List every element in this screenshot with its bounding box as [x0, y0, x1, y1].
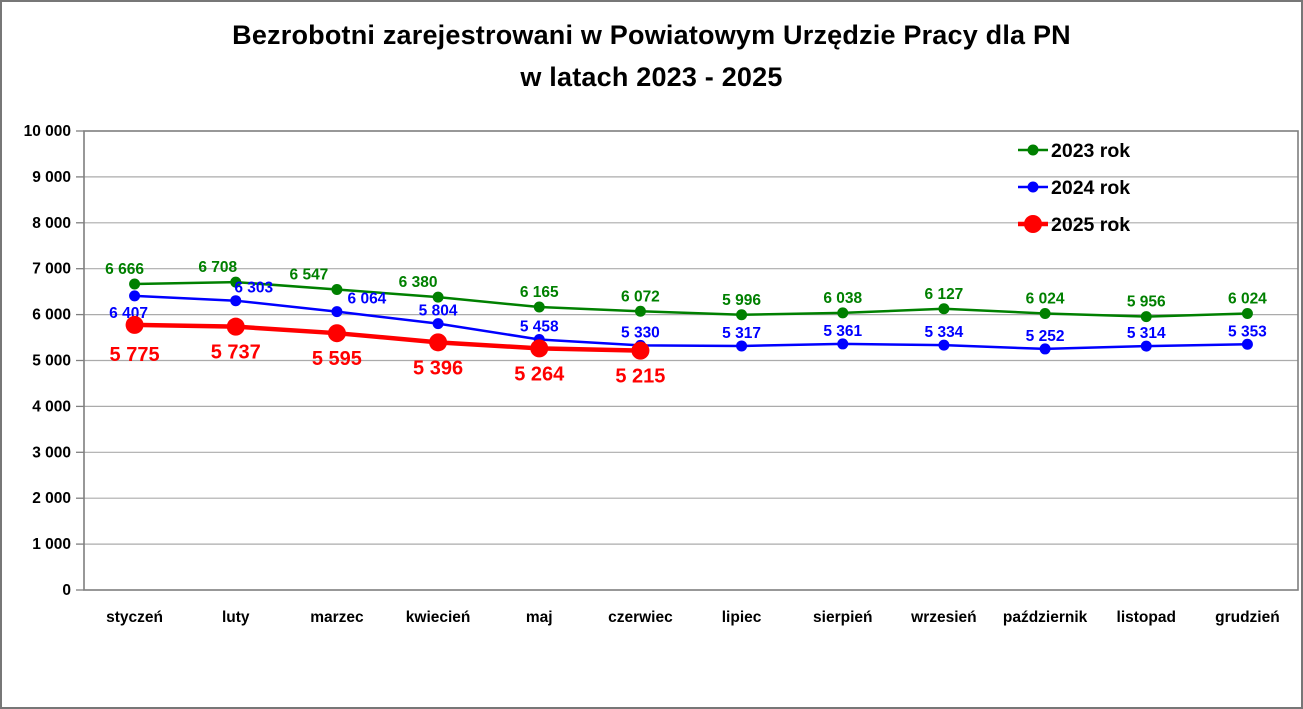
data-point-2023-rok: [129, 278, 141, 290]
y-axis-label: 7 000: [32, 261, 71, 278]
y-axis-label: 10 000: [24, 123, 71, 140]
x-axis-label: grudzień: [1215, 609, 1280, 626]
x-axis-label: czerwiec: [608, 609, 673, 626]
data-label: 6 666: [105, 261, 144, 278]
data-point-2024-rok: [432, 318, 444, 330]
data-point-2025-rok: [226, 317, 245, 336]
data-point-2024-rok: [230, 295, 242, 307]
data-point-2024-rok: [736, 340, 748, 352]
data-label: 5 334: [925, 324, 964, 341]
y-axis-label: 5 000: [32, 353, 71, 370]
data-point-2023-rok: [331, 283, 343, 295]
x-axis-label: kwiecień: [406, 609, 471, 626]
series-line-2025-rok: [134, 322, 641, 353]
data-point-2023-rok: [230, 276, 242, 288]
data-label: 6 024: [1228, 290, 1267, 307]
y-axis-label: 9 000: [32, 169, 71, 186]
data-label: 5 317: [722, 325, 761, 342]
data-label: 5 595: [312, 348, 362, 370]
y-axis-label: 8 000: [32, 215, 71, 232]
data-label: 6 708: [198, 259, 237, 276]
data-point-2024-rok: [1140, 340, 1152, 352]
data-point-2023-rok: [938, 303, 950, 315]
data-point-2024-rok: [129, 290, 141, 302]
x-axis-label: styczeń: [106, 609, 163, 626]
data-label: 5 330: [621, 324, 660, 341]
data-label: 5 252: [1026, 328, 1065, 345]
y-axis-label: 0: [62, 582, 71, 599]
data-label: 5 956: [1127, 294, 1166, 311]
data-label: 5 353: [1228, 323, 1267, 340]
data-label: 5 314: [1127, 325, 1166, 342]
chart-title-line2: w latach 2023 - 2025: [520, 62, 783, 92]
x-axis-label: sierpień: [813, 609, 872, 626]
x-axis-label: wrzesień: [910, 609, 976, 626]
legend-label: 2023 rok: [1051, 140, 1130, 162]
data-label: 5 215: [615, 366, 665, 388]
x-axis-label: marzec: [310, 609, 364, 626]
data-label: 5 361: [823, 323, 862, 340]
series-line-2024-rok: [134, 294, 1248, 351]
data-point-2024-rok: [1241, 338, 1253, 350]
data-point-2023-rok: [1140, 311, 1152, 323]
legend-marker: [1024, 215, 1042, 233]
legend-marker: [1027, 181, 1039, 193]
data-label: 6 064: [348, 291, 387, 308]
data-point-2023-rok: [1039, 307, 1051, 319]
data-label: 5 737: [211, 342, 261, 364]
data-point-2023-rok: [1241, 307, 1253, 319]
data-point-2023-rok: [432, 291, 444, 303]
data-label: 6 127: [925, 286, 964, 303]
chart-title-line1: Bezrobotni zarejestrowani w Powiatowym U…: [232, 20, 1071, 50]
data-point-2024-rok: [938, 339, 950, 351]
y-axis-label: 6 000: [32, 307, 71, 324]
y-axis-label: 3 000: [32, 444, 71, 461]
data-label: 5 396: [413, 357, 463, 379]
data-point-2025-rok: [125, 315, 144, 334]
x-axis-label: październik: [1003, 609, 1088, 626]
data-point-2024-rok: [331, 306, 343, 318]
data-point-2025-rok: [631, 341, 650, 360]
data-label: 6 165: [520, 284, 559, 301]
data-point-2025-rok: [530, 339, 549, 358]
legend-label: 2025 rok: [1051, 214, 1130, 236]
data-point-2025-rok: [429, 333, 448, 352]
data-label: 5 264: [514, 363, 565, 385]
legend-marker: [1027, 144, 1039, 156]
y-axis-label: 4 000: [32, 398, 71, 415]
data-label: 5 996: [722, 292, 761, 309]
data-point-2024-rok: [1039, 343, 1051, 355]
data-label: 5 458: [520, 318, 559, 335]
data-label: 6 303: [234, 280, 273, 297]
data-point-2023-rok: [837, 307, 849, 319]
data-label: 6 547: [290, 266, 329, 283]
data-point-2023-rok: [736, 309, 748, 321]
x-axis-label: maj: [526, 609, 553, 626]
data-label: 5 775: [110, 344, 160, 366]
y-axis-label: 1 000: [32, 536, 71, 553]
series-line-2023-rok: [134, 280, 1248, 318]
data-point-2025-rok: [327, 324, 346, 343]
chart-title: Bezrobotni zarejestrowani w Powiatowym U…: [2, 14, 1301, 98]
data-label: 6 038: [823, 290, 862, 307]
data-label: 6 072: [621, 288, 660, 305]
data-label: 5 804: [419, 303, 458, 320]
data-point-2024-rok: [837, 338, 849, 350]
data-point-2023-rok: [634, 305, 646, 317]
data-label: 6 024: [1026, 290, 1065, 307]
x-axis-label: luty: [222, 609, 250, 626]
y-axis-label: 2 000: [32, 490, 71, 507]
data-label: 6 380: [399, 274, 438, 291]
data-point-2023-rok: [533, 301, 545, 313]
legend-label: 2024 rok: [1051, 177, 1130, 199]
x-axis-label: listopad: [1117, 609, 1176, 626]
x-axis-label: lipiec: [722, 609, 762, 626]
